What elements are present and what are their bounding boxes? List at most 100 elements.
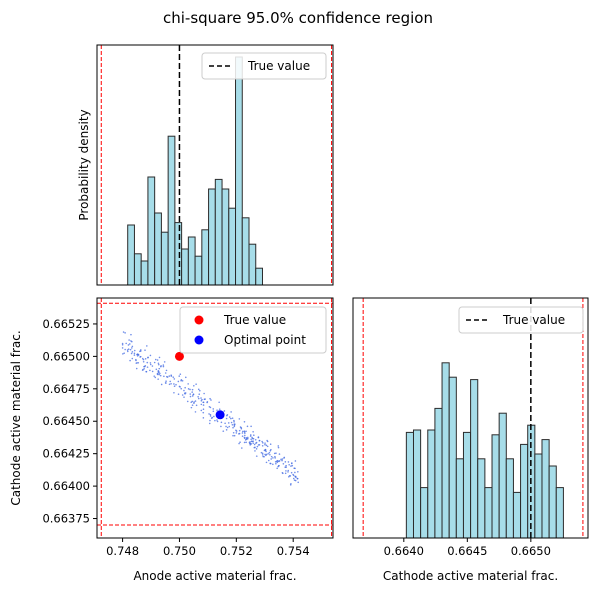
sample-point xyxy=(121,347,124,349)
sample-point xyxy=(154,358,157,361)
legend: True value xyxy=(458,306,584,334)
sample-point xyxy=(243,420,246,423)
sample-point xyxy=(142,360,145,363)
sample-point xyxy=(203,398,206,401)
sample-point xyxy=(173,385,176,388)
anode-histogram-panel: Probability density True value xyxy=(77,44,334,286)
sample-point xyxy=(202,411,205,414)
x-tick-label: 0.6645 xyxy=(447,544,487,558)
sample-point xyxy=(287,461,290,463)
sample-point xyxy=(200,397,202,399)
sample-point xyxy=(245,430,247,433)
sample-point xyxy=(197,388,200,391)
histogram-bar xyxy=(434,407,443,539)
sample-point xyxy=(122,353,124,355)
sample-point xyxy=(294,460,297,462)
sample-point xyxy=(238,418,241,420)
sample-point xyxy=(256,445,259,448)
histogram-bar xyxy=(221,188,230,286)
sample-point xyxy=(200,399,203,402)
sample-point xyxy=(262,442,264,444)
sample-point xyxy=(184,376,187,379)
sample-point xyxy=(178,375,181,377)
sample-point xyxy=(226,414,229,416)
sample-point xyxy=(202,408,205,411)
sample-point xyxy=(241,435,244,437)
true-value-point xyxy=(174,351,184,361)
sample-point xyxy=(273,452,276,455)
sample-point xyxy=(155,368,158,371)
y-tick-label: 0.66450 xyxy=(42,414,90,428)
sample-point xyxy=(145,370,147,373)
legend-true-value-swatch xyxy=(194,315,204,325)
sample-point xyxy=(269,453,271,456)
sample-point xyxy=(228,416,231,418)
sample-point xyxy=(276,461,279,464)
x-tick-label: 0.6640 xyxy=(384,544,424,558)
sample-point xyxy=(191,395,194,397)
sample-point xyxy=(165,380,167,382)
sample-point xyxy=(149,369,151,372)
sample-point xyxy=(133,349,136,352)
sample-point xyxy=(216,419,218,421)
y-tick-label: 0.66425 xyxy=(42,447,90,461)
sample-point xyxy=(244,434,246,437)
sample-point xyxy=(136,362,138,364)
sample-point xyxy=(258,444,261,446)
histogram-bar xyxy=(491,434,500,539)
chart-title: chi-square 95.0% confidence region xyxy=(163,9,433,27)
sample-point xyxy=(163,375,165,378)
sample-point xyxy=(292,477,295,480)
sample-point xyxy=(181,394,184,396)
sample-point xyxy=(272,463,274,466)
histogram-bar xyxy=(194,255,203,286)
sample-point xyxy=(131,351,134,353)
sample-point xyxy=(179,386,181,388)
sample-point xyxy=(287,469,290,472)
sample-point xyxy=(231,417,234,419)
sample-point xyxy=(183,389,185,392)
sample-point xyxy=(238,429,241,432)
histogram-bar xyxy=(228,207,237,286)
sample-point xyxy=(281,471,284,474)
sample-point xyxy=(248,442,251,445)
histogram-bar xyxy=(187,236,196,286)
sample-point xyxy=(209,413,212,416)
sample-point xyxy=(231,424,234,426)
sample-point xyxy=(133,352,136,355)
sample-point xyxy=(128,339,130,341)
sample-point xyxy=(291,464,294,467)
sample-point xyxy=(210,417,213,419)
sample-point xyxy=(287,471,289,473)
histogram-bar xyxy=(241,217,250,286)
optimal-point xyxy=(215,410,225,420)
sample-point xyxy=(276,467,278,470)
sample-point xyxy=(249,435,252,437)
legend-true-value-label: True value xyxy=(223,313,286,327)
sample-point xyxy=(197,397,200,400)
sample-point xyxy=(232,431,235,434)
sample-point xyxy=(253,446,256,449)
sample-point xyxy=(191,391,193,393)
sample-point xyxy=(168,375,171,377)
histogram-bar xyxy=(154,212,162,286)
sample-point xyxy=(146,361,149,364)
sample-point xyxy=(218,401,220,404)
sample-point xyxy=(225,429,228,431)
histogram-bar xyxy=(555,487,564,539)
sample-point xyxy=(147,356,149,359)
sample-point xyxy=(239,441,241,444)
sample-point xyxy=(285,466,287,469)
sample-point xyxy=(290,465,292,467)
sample-point xyxy=(269,462,272,465)
sample-point xyxy=(153,361,156,364)
sample-point xyxy=(255,442,257,444)
sample-point xyxy=(143,365,145,368)
sample-point xyxy=(122,331,125,333)
sample-point xyxy=(255,448,258,450)
sample-point xyxy=(280,458,282,461)
legend-true-value-label: True value xyxy=(247,59,310,73)
sample-point xyxy=(252,440,255,443)
sample-point xyxy=(209,419,211,422)
